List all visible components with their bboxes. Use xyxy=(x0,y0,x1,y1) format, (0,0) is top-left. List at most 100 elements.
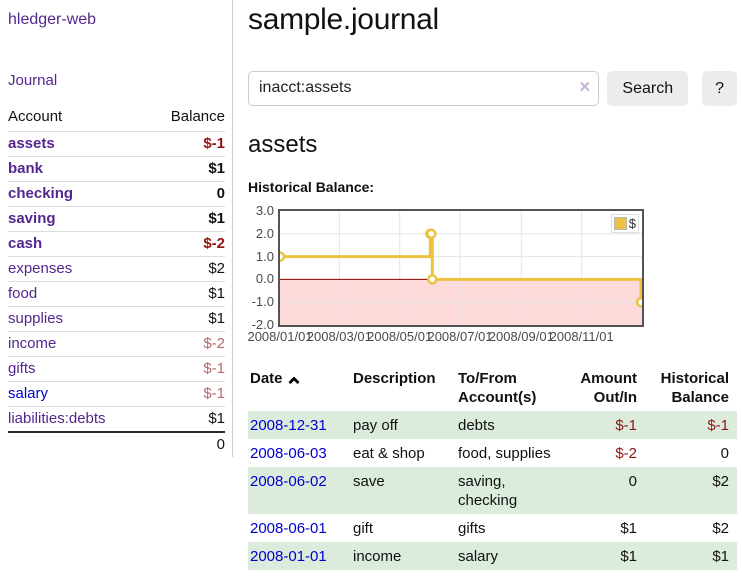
account-link-liabilities-debts[interactable]: liabilities:debts xyxy=(8,410,106,427)
account-balance: $1 xyxy=(147,307,225,332)
y-tick-label: 0.0 xyxy=(256,272,274,286)
y-tick-label: 2.0 xyxy=(256,227,274,241)
transaction-date-link[interactable]: 2008-06-02 xyxy=(250,473,327,490)
transaction-accounts: debts xyxy=(450,411,570,439)
account-balance: $1 xyxy=(147,157,225,182)
clear-search-icon[interactable]: × xyxy=(579,77,590,99)
legend-swatch-icon xyxy=(614,217,627,230)
transaction-accounts: gifts xyxy=(450,514,570,542)
account-row: cash $-2 xyxy=(8,232,225,257)
account-row: food $1 xyxy=(8,282,225,307)
transaction-balance: $1 xyxy=(645,542,737,570)
y-tick-label: 3.0 xyxy=(256,204,274,218)
accounts-table: Account Balance assets $-1 bank $1 checkin… xyxy=(8,108,225,457)
account-balance: $-1 xyxy=(147,382,225,407)
transaction-description: save xyxy=(345,467,450,514)
account-row: assets $-1 xyxy=(8,132,225,157)
page-title: sample.journal xyxy=(248,2,737,38)
account-link-food[interactable]: food xyxy=(8,285,37,302)
accounts-total-row: 0 xyxy=(8,432,225,457)
account-balance: $1 xyxy=(147,207,225,232)
transaction-date-link[interactable]: 2008-01-01 xyxy=(250,548,327,565)
help-button[interactable]: ? xyxy=(702,71,737,106)
transaction-description: gift xyxy=(345,514,450,542)
transaction-accounts: food, supplies xyxy=(450,439,570,467)
historical-balance-chart: 3.02.01.00.0-1.0-2.0 $ 2008/01/012008/03… xyxy=(248,207,648,345)
account-link-expenses[interactable]: expenses xyxy=(8,260,72,277)
transaction-balance: $-1 xyxy=(645,411,737,439)
account-row: saving $1 xyxy=(8,207,225,232)
account-link-assets[interactable]: assets xyxy=(8,135,55,152)
account-link-salary[interactable]: salary xyxy=(8,385,48,402)
account-link-income[interactable]: income xyxy=(8,335,56,352)
transaction-description: eat & shop xyxy=(345,439,450,467)
register-row: 2008-12-31 pay off debts $-1 $-1 xyxy=(248,411,737,439)
register-row: 2008-06-01 gift gifts $1 $2 xyxy=(248,514,737,542)
account-balance: $1 xyxy=(147,282,225,307)
x-tick-label: 2008/03/01 xyxy=(307,329,372,344)
account-link-saving[interactable]: saving xyxy=(8,210,56,227)
account-link-gifts[interactable]: gifts xyxy=(8,360,36,377)
sidebar-item-journal[interactable]: Journal xyxy=(8,72,57,90)
account-row: liabilities:debts $1 xyxy=(8,407,225,433)
account-row: supplies $1 xyxy=(8,307,225,332)
account-row: income $-2 xyxy=(8,332,225,357)
account-link-bank[interactable]: bank xyxy=(8,160,43,177)
account-link-cash[interactable]: cash xyxy=(8,235,42,252)
x-tick-label: 2008/09/01 xyxy=(489,329,554,344)
transaction-description: pay off xyxy=(345,411,450,439)
search-input[interactable] xyxy=(248,71,599,106)
transaction-amount: 0 xyxy=(570,467,645,514)
account-balance: $-1 xyxy=(147,357,225,382)
account-balance: $-2 xyxy=(147,232,225,257)
account-balance: $-2 xyxy=(147,332,225,357)
account-balance: $2 xyxy=(147,257,225,282)
transaction-balance: $2 xyxy=(645,467,737,514)
account-balance: 0 xyxy=(147,182,225,207)
register-table: Date Description To/From Account(s) Amou… xyxy=(248,367,737,570)
account-row: expenses $2 xyxy=(8,257,225,282)
x-tick-label: 2008/11/01 xyxy=(550,329,614,344)
transaction-description: income xyxy=(345,542,450,570)
account-row: bank $1 xyxy=(8,157,225,182)
brand-link[interactable]: hledger-web xyxy=(8,10,96,30)
legend-label: $ xyxy=(629,216,636,231)
search-button[interactable]: Search xyxy=(607,71,688,106)
register-header-date[interactable]: Date xyxy=(248,367,345,411)
account-row: gifts $-1 xyxy=(8,357,225,382)
account-balance: $-1 xyxy=(147,132,225,157)
transaction-amount: $1 xyxy=(570,542,645,570)
account-row: checking 0 xyxy=(8,182,225,207)
x-tick-label: 2008/07/01 xyxy=(427,329,492,344)
register-header-accounts: To/From Account(s) xyxy=(450,367,570,411)
x-tick-label: 2008/05/01 xyxy=(367,329,432,344)
account-link-supplies[interactable]: supplies xyxy=(8,310,63,327)
chart-title: Historical Balance: xyxy=(248,179,737,196)
chart-plot-area[interactable]: $ xyxy=(278,209,644,327)
transaction-amount: $1 xyxy=(570,514,645,542)
register-row: 2008-06-03 eat & shop food, supplies $-2… xyxy=(248,439,737,467)
transaction-date-link[interactable]: 2008-12-31 xyxy=(250,417,327,434)
account-link-checking[interactable]: checking xyxy=(8,185,73,202)
report-heading: assets xyxy=(248,131,737,159)
search-bar: × Search ? xyxy=(248,70,737,106)
y-tick-label: 1.0 xyxy=(256,250,274,264)
transaction-accounts: salary xyxy=(450,542,570,570)
chart-legend: $ xyxy=(611,214,639,233)
transaction-date-link[interactable]: 2008-06-01 xyxy=(250,520,327,537)
transaction-amount: $-1 xyxy=(570,411,645,439)
chart-y-axis-labels: 3.02.01.00.0-1.0-2.0 xyxy=(248,211,274,325)
account-balance: $1 xyxy=(147,407,225,433)
accounts-header-account: Account xyxy=(8,108,147,132)
register-header-description: Description xyxy=(345,367,450,411)
main-content: sample.journal × Search ? assets Histori… xyxy=(233,0,742,570)
accounts-header-balance: Balance xyxy=(147,108,225,132)
register-row: 2008-06-02 save saving, checking 0 $2 xyxy=(248,467,737,514)
transaction-date-link[interactable]: 2008-06-03 xyxy=(250,445,327,462)
y-tick-label: -1.0 xyxy=(252,295,274,309)
transaction-balance: 0 xyxy=(645,439,737,467)
account-row: salary $-1 xyxy=(8,382,225,407)
register-header-amount: Amount Out/In xyxy=(570,367,645,411)
accounts-total: 0 xyxy=(147,432,225,457)
sort-ascending-icon xyxy=(288,376,299,387)
